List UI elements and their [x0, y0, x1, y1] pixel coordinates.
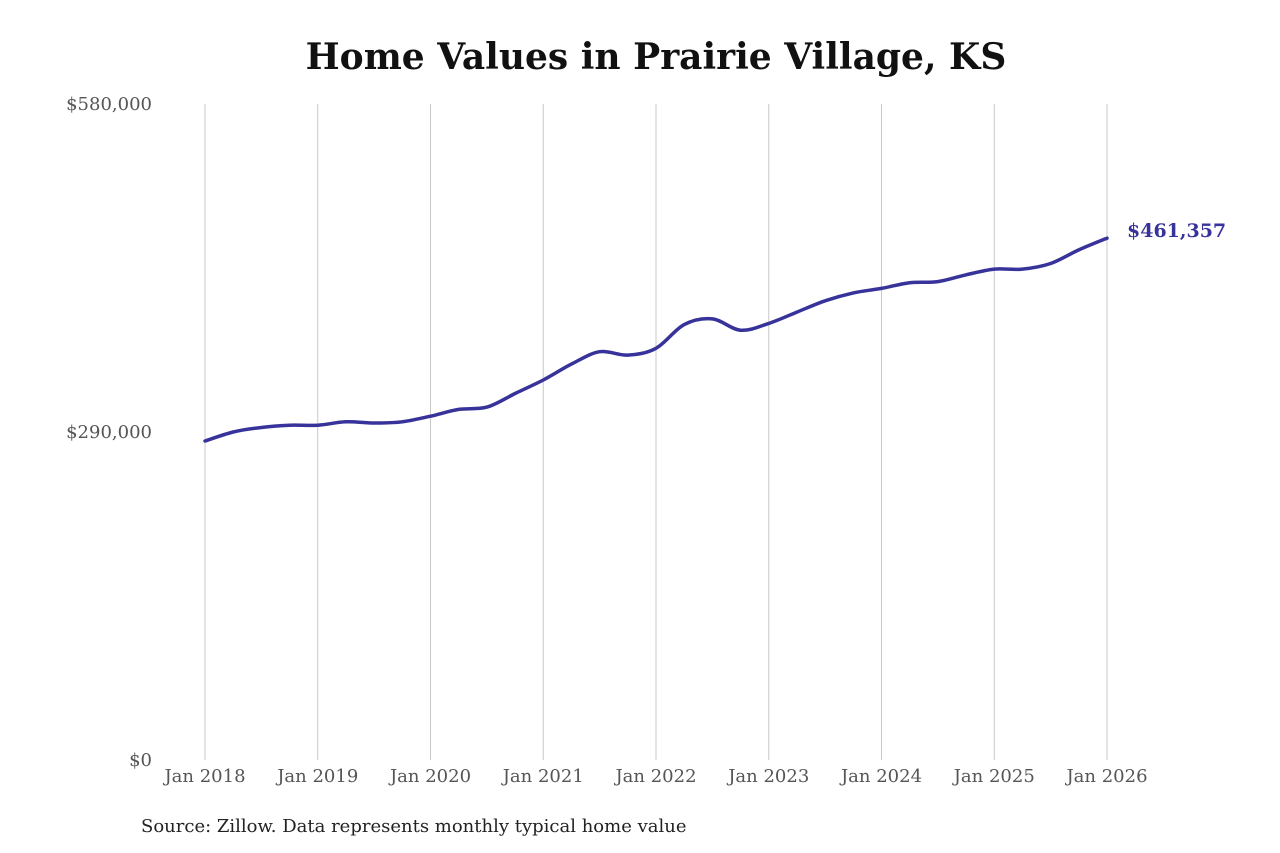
y-axis-ticks: $0 $290,000 $580,000 — [66, 94, 152, 771]
x-tick-label: Jan 2023 — [726, 766, 809, 787]
end-value-label: $461,357 — [1127, 220, 1226, 242]
home-value-line — [203, 236, 1109, 443]
x-tick-label: Jan 2026 — [1064, 766, 1147, 787]
x-axis-ticks: Jan 2018 Jan 2019 Jan 2020 Jan 2021 Jan 2022… — [162, 766, 1147, 787]
chart-title: Home Values in Prairie Village, KS — [305, 36, 1007, 78]
y-tick-label: $290,000 — [66, 422, 152, 443]
x-tick-label: Jan 2022 — [613, 766, 696, 787]
y-tick-label: $0 — [129, 750, 152, 771]
x-tick-label: Jan 2025 — [952, 766, 1035, 787]
x-tick-label: Jan 2019 — [275, 766, 358, 787]
x-tick-label: Jan 2021 — [501, 766, 584, 787]
series-layer — [203, 236, 1109, 443]
gridlines — [204, 104, 1108, 760]
source-note: Source: Zillow. Data represents monthly … — [141, 816, 687, 837]
x-tick-label: Jan 2018 — [162, 766, 245, 787]
y-tick-label: $580,000 — [66, 94, 152, 115]
x-tick-label: Jan 2024 — [839, 766, 922, 787]
x-tick-label: Jan 2020 — [388, 766, 471, 787]
